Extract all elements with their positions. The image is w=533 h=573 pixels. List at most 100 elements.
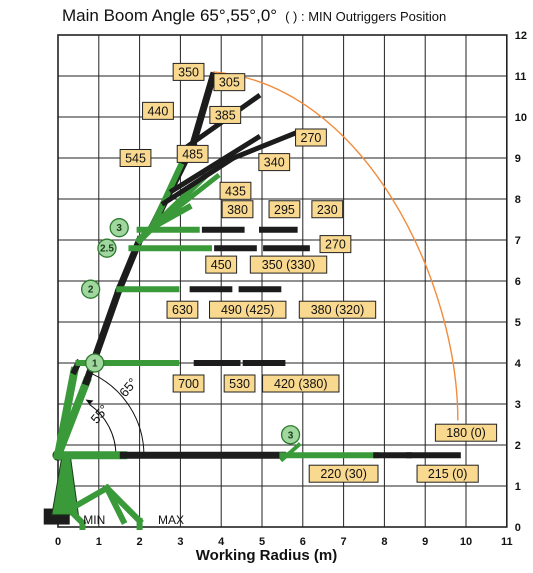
load-label-box xyxy=(119,149,152,167)
x-tick-label: 1 xyxy=(96,536,102,548)
y-tick-label: 12 xyxy=(515,30,527,42)
x-tick-label: 8 xyxy=(381,536,387,548)
angle-arrowhead xyxy=(85,399,94,405)
reach-envelope xyxy=(212,71,459,421)
section-marker-label: 1 xyxy=(92,359,98,370)
load-label-text: 435 xyxy=(225,184,246,198)
y-tick-label: 5 xyxy=(515,317,521,329)
load-label-box xyxy=(209,300,287,319)
x-tick-label: 9 xyxy=(422,536,428,548)
angle-label-65: 65° xyxy=(116,375,140,400)
boom-65-knuckle-a xyxy=(147,162,185,232)
x-tick-label: 3 xyxy=(177,536,183,548)
load-label-text: 340 xyxy=(264,156,285,170)
load-label-text: 545 xyxy=(125,152,146,166)
load-label-text: 215 (0) xyxy=(428,467,468,481)
load-label-text: 350 xyxy=(178,65,199,79)
y-tick-label: 4 xyxy=(515,358,522,370)
section-marker xyxy=(280,425,301,445)
section-marker xyxy=(109,218,129,238)
x-tick-label: 4 xyxy=(218,536,225,548)
load-label-text: 490 (425) xyxy=(221,303,275,317)
load-label-text: 230 xyxy=(317,203,338,217)
load-label-text: 270 xyxy=(301,131,322,145)
load-label-text: 700 xyxy=(178,377,199,391)
load-label-text: 295 xyxy=(274,203,295,217)
angle-arc-65 xyxy=(91,373,145,456)
y-tick-label: 0 xyxy=(515,522,521,534)
load-label-text: 305 xyxy=(219,76,240,90)
x-tick-label: 0 xyxy=(55,536,61,548)
load-label-text: 180 (0) xyxy=(446,426,486,440)
load-label-box xyxy=(268,200,301,219)
load-label-box xyxy=(142,101,174,120)
load-label-text: 420 (380) xyxy=(274,377,328,391)
load-label-box xyxy=(172,374,205,393)
load-label-box xyxy=(308,464,379,483)
load-label-text: 485 xyxy=(182,147,203,161)
boom-drawings xyxy=(43,71,461,530)
outrigger-max-label: MAX xyxy=(158,513,184,527)
load-label-box xyxy=(205,255,238,274)
load-label-box xyxy=(166,300,199,319)
outrigger-min-label: MIN xyxy=(83,513,105,527)
load-label-text: 530 xyxy=(229,377,250,391)
load-labels: 350 305 440 385 270 545 485 340 435 380 295 230 270 4… xyxy=(119,62,498,483)
load-label-text: 270 xyxy=(325,238,346,252)
load-label-text: 630 xyxy=(172,303,193,317)
load-label-box xyxy=(319,235,352,254)
reach-envelope-curve xyxy=(212,71,459,421)
load-label-box xyxy=(209,105,242,124)
x-tick-label: 11 xyxy=(501,536,513,548)
load-label-box xyxy=(172,62,205,81)
x-axis-label: Working Radius (m) xyxy=(195,547,338,564)
load-label-box xyxy=(298,300,377,319)
x-tick-label: 7 xyxy=(341,536,347,548)
chart-title-main: Main Boom Angle 65°,55°,0° xyxy=(62,6,278,25)
angle-arcs: 65°55° xyxy=(85,368,145,456)
section-marker-label: 3 xyxy=(116,223,122,234)
fan-upper-2 xyxy=(148,172,221,232)
boom-65-main xyxy=(52,376,92,461)
load-label-box xyxy=(223,374,256,393)
section-marker-label: 3 xyxy=(288,430,294,441)
outrigger-labels: MIN MAX xyxy=(83,513,184,527)
load-label-box xyxy=(434,423,498,442)
section-marker xyxy=(85,353,105,373)
outrigger-max-leg xyxy=(102,483,144,526)
load-label-text: 440 xyxy=(148,104,169,118)
y-tick-label: 2 xyxy=(515,440,521,452)
load-label-box xyxy=(258,153,291,172)
x-tick-label: 5 xyxy=(259,536,265,548)
load-label-box xyxy=(311,200,344,219)
section-marker xyxy=(80,279,101,299)
boom-65-tip xyxy=(188,71,218,151)
load-label-box xyxy=(221,200,254,219)
load-label-text: 380 (320) xyxy=(311,303,365,317)
load-label-box xyxy=(249,255,328,274)
angle-arc-55 xyxy=(89,404,117,456)
chart-title: Main Boom Angle 65°,55°,0° ( ) : MIN Outr… xyxy=(62,6,446,26)
boom-0-knuckle xyxy=(279,442,302,463)
fan-upper-3 xyxy=(160,154,237,207)
y-tick-label: 9 xyxy=(515,153,521,165)
load-label-box xyxy=(295,128,327,147)
x-tick-label: 2 xyxy=(137,536,143,548)
section-marker xyxy=(97,238,117,258)
load-label-text: 220 (30) xyxy=(320,467,367,481)
y-tick-label: 6 xyxy=(515,276,521,288)
chart-subtitle: ( ) : MIN Outriggers Position xyxy=(285,9,447,24)
section-marker-label: 2 xyxy=(88,285,94,296)
y-tick-label: 11 xyxy=(515,71,527,83)
load-label-box xyxy=(176,144,209,163)
load-label-text: 380 xyxy=(227,203,248,217)
y-tick-label: 1 xyxy=(515,481,521,493)
x-tick-label: 6 xyxy=(300,536,306,548)
load-label-text: 450 xyxy=(211,258,232,272)
load-label-box xyxy=(213,73,246,92)
crane-column xyxy=(51,454,79,516)
load-label-text: 350 (330) xyxy=(262,258,316,272)
fan-upper-4 xyxy=(168,134,262,195)
